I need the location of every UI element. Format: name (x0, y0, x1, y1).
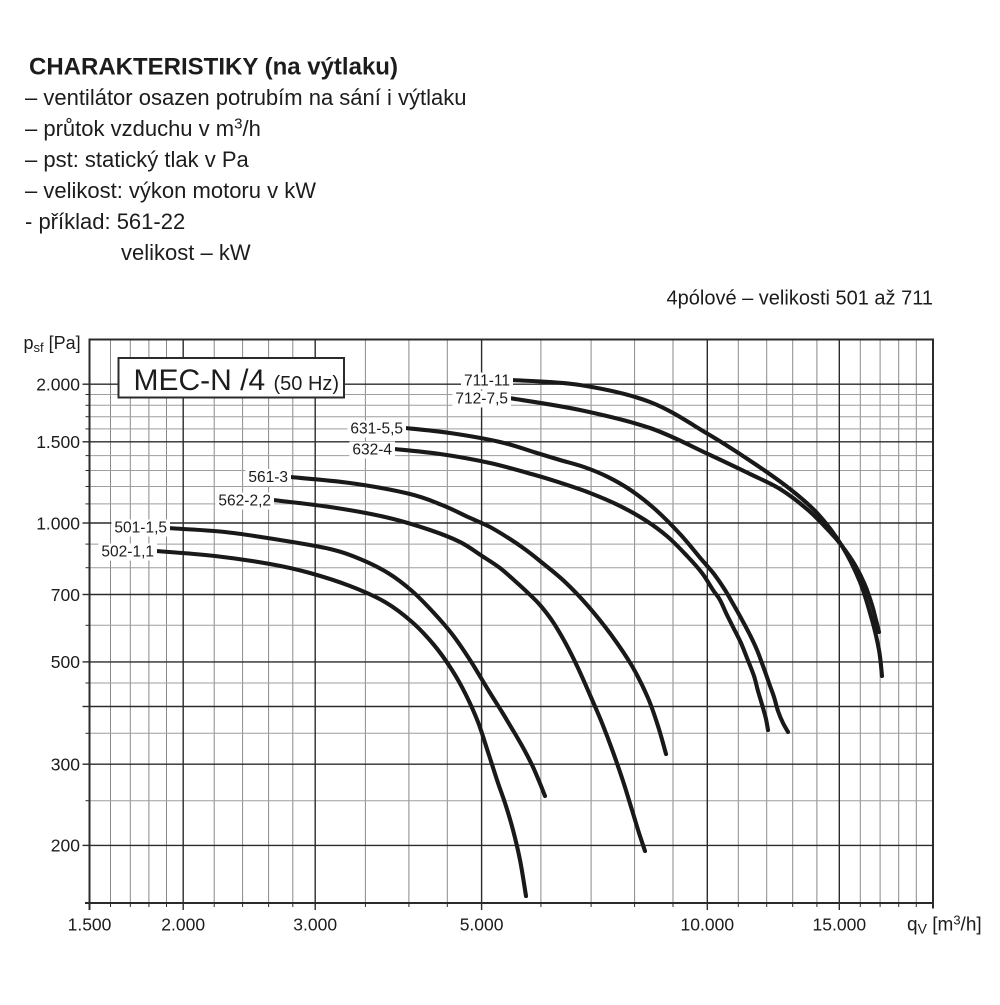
svg-text:psf [Pa]: psf [Pa] (24, 333, 81, 355)
svg-text:1.500: 1.500 (68, 915, 112, 935)
svg-text:700: 700 (51, 585, 80, 605)
svg-text:500: 500 (51, 652, 80, 672)
svg-text:velikost – kW: velikost – kW (121, 240, 251, 265)
svg-text:15.000: 15.000 (813, 915, 867, 935)
svg-text:10.000: 10.000 (681, 915, 735, 935)
svg-text:1.000: 1.000 (36, 513, 80, 533)
svg-text:4pólové – velikosti 501 až 711: 4pólové – velikosti 501 až 711 (667, 288, 933, 310)
svg-text:501-1,5: 501-1,5 (114, 520, 167, 537)
svg-text:300: 300 (51, 755, 80, 775)
svg-text:- příklad: 561-22: - příklad: 561-22 (25, 209, 185, 234)
svg-text:5.000: 5.000 (460, 915, 504, 935)
svg-text:2.000: 2.000 (161, 915, 205, 935)
svg-text:– ventilátor osazen potrubím n: – ventilátor osazen potrubím na sání i v… (25, 85, 466, 110)
svg-text:– pst: statický tlak v Pa: – pst: statický tlak v Pa (25, 147, 250, 172)
svg-text:1.500: 1.500 (36, 432, 80, 452)
svg-text:CHARAKTERISTIKY (na výtlaku): CHARAKTERISTIKY (na výtlaku) (29, 54, 398, 81)
svg-text:502-1,1: 502-1,1 (101, 544, 154, 561)
svg-text:561-3: 561-3 (248, 469, 288, 486)
svg-text:712-7,5: 712-7,5 (455, 391, 508, 408)
svg-text:562-2,2: 562-2,2 (218, 493, 271, 510)
svg-text:711-11: 711-11 (464, 373, 510, 390)
svg-text:632-4: 632-4 (352, 442, 392, 459)
svg-text:– průtok vzduchu v m3/h: – průtok vzduchu v m3/h (25, 116, 261, 142)
svg-text:2.000: 2.000 (36, 375, 80, 395)
svg-text:200: 200 (51, 836, 80, 856)
svg-text:631-5,5: 631-5,5 (350, 421, 403, 438)
svg-text:– velikost: výkon motoru v kW: – velikost: výkon motoru v kW (25, 178, 316, 203)
svg-text:3.000: 3.000 (293, 915, 337, 935)
